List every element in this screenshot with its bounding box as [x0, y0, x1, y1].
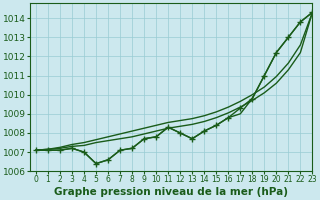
- X-axis label: Graphe pression niveau de la mer (hPa): Graphe pression niveau de la mer (hPa): [54, 187, 288, 197]
